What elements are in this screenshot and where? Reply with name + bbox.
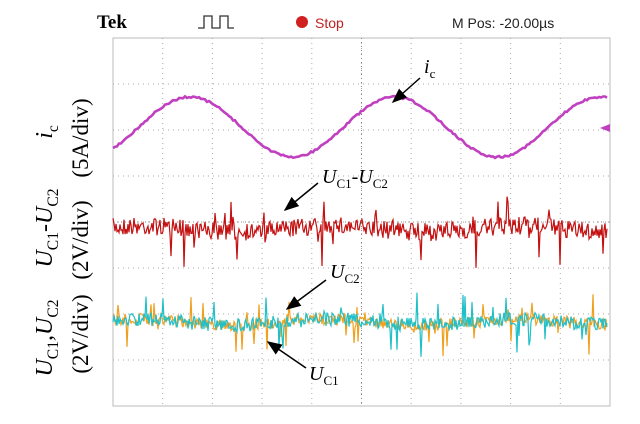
scale-label: (2V/div) bbox=[68, 200, 93, 279]
subscript: C2 bbox=[45, 299, 62, 317]
subscript: C2 bbox=[373, 176, 388, 191]
scope-figure: Tek Stop M Pos: -20.00µs icUC1-UC2UC2UC1… bbox=[0, 0, 640, 424]
scale-label: (2V/div) bbox=[68, 294, 93, 373]
symbol: U bbox=[32, 249, 58, 268]
position: M Pos: -20.00µs bbox=[452, 15, 554, 31]
symbol: i bbox=[32, 132, 58, 139]
symbol: -U bbox=[32, 205, 58, 232]
subscript: C1 bbox=[323, 373, 338, 388]
status: Stop bbox=[315, 15, 344, 31]
subscript: C1 bbox=[45, 341, 62, 359]
stop-indicator bbox=[296, 16, 308, 28]
brand: Tek bbox=[97, 12, 127, 33]
scale-label: (5A/div) bbox=[68, 98, 93, 177]
symbol: U bbox=[32, 358, 58, 377]
subscript: C2 bbox=[344, 271, 359, 286]
symbol: ,U bbox=[32, 316, 58, 341]
subscript: c bbox=[45, 125, 62, 132]
subscript: c bbox=[430, 66, 436, 81]
subscript: C1 bbox=[336, 176, 351, 191]
subscript: C2 bbox=[45, 188, 62, 206]
subscript: C1 bbox=[45, 232, 62, 250]
symbol: -U bbox=[352, 166, 375, 188]
